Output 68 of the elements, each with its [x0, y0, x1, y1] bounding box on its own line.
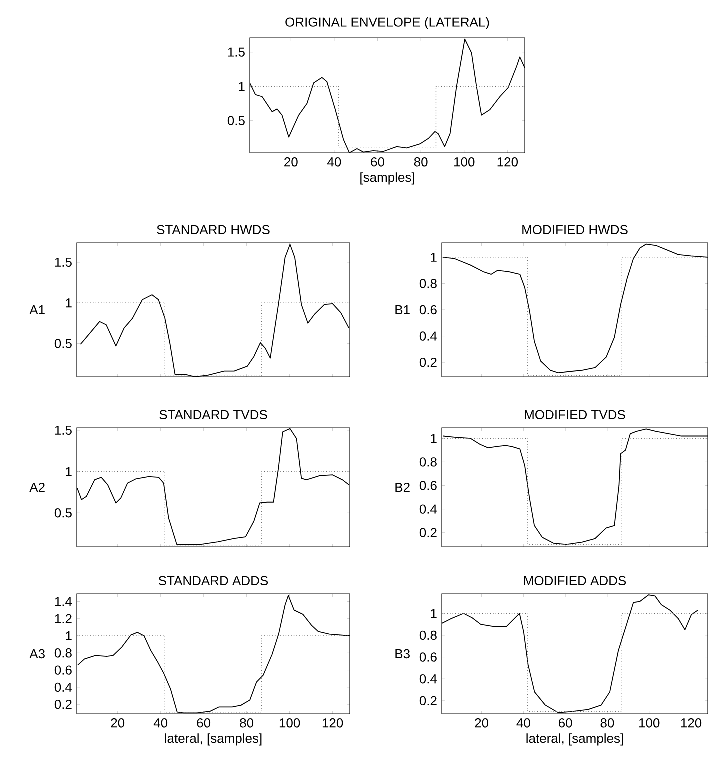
y-tick-label: 1 — [239, 82, 245, 92]
x-tick-label: 100 — [454, 158, 475, 167]
x-tick-label: 20 — [284, 158, 298, 167]
y-tick-label: 1 — [431, 252, 437, 262]
x-tick-label: 100 — [280, 718, 300, 728]
y-tick-label: 0.2 — [420, 528, 437, 538]
y-tick-label: 0.8 — [420, 279, 437, 288]
x-tick-label: 80 — [414, 158, 428, 167]
y-tick-label: 0.5 — [54, 508, 72, 518]
y-axis-title: B3 — [396, 649, 410, 659]
y-tick-label: 1 — [431, 609, 437, 618]
chart-title: MODIFIED ADDS — [524, 576, 626, 586]
y-axis-title: B1 — [396, 306, 410, 314]
x-tick-label: 40 — [154, 718, 168, 728]
y-axis-title: B2 — [396, 482, 410, 492]
x-tick-label: 80 — [240, 718, 254, 728]
y-tick-label: 0.5 — [228, 116, 245, 126]
line-series — [78, 595, 350, 714]
x-tick-label: 60 — [559, 718, 572, 728]
y-tick-label: 0.8 — [420, 630, 437, 640]
y-tick-label: 1 — [66, 632, 72, 640]
y-tick-label: 0.4 — [420, 332, 438, 341]
x-tick-label: 40 — [328, 158, 342, 167]
y-tick-label: 0.4 — [54, 682, 72, 692]
y-tick-label: 0.4 — [420, 674, 438, 684]
x-axis-title: [samples] — [360, 172, 414, 185]
y-tick-label: 0.2 — [54, 700, 72, 710]
y-tick-label: 0.4 — [420, 504, 438, 514]
x-tick-label: 80 — [600, 718, 614, 728]
y-tick-label: 1 — [431, 434, 437, 444]
chart-title: STANDARD ADDS — [158, 576, 268, 586]
line-series — [80, 244, 350, 378]
y-tick-label: 0.6 — [420, 305, 437, 315]
x-tick-label: 120 — [322, 718, 344, 728]
y-tick-label: 1.5 — [228, 48, 245, 57]
x-tick-label: 20 — [475, 718, 489, 728]
x-axis-title: lateral, [samples] — [165, 734, 262, 746]
y-tick-label: 1.4 — [55, 597, 72, 606]
y-tick-label: 0.2 — [420, 696, 437, 706]
y-tick-label: 0.2 — [420, 358, 437, 368]
chart-title: MODIFIED HWDS — [522, 225, 628, 234]
x-axis-title: lateral, [samples] — [526, 734, 624, 746]
chart-title: ORIGINAL ENVELOPE (LATERAL) — [286, 17, 490, 30]
y-tick-label: 1 — [66, 467, 72, 476]
chart-title: STANDARD TVDS — [160, 410, 268, 420]
y-tick-label: 0.6 — [420, 652, 437, 662]
x-tick-label: 20 — [111, 718, 125, 728]
y-tick-label: 1.5 — [55, 426, 72, 436]
chart-title: STANDARD HWDS — [157, 225, 270, 234]
y-tick-label: 0.5 — [54, 339, 72, 348]
y-axis-title: A3 — [30, 649, 45, 659]
y-tick-label: 0.6 — [420, 481, 437, 490]
y-tick-label: 1.5 — [55, 258, 72, 268]
y-tick-label: 1 — [66, 298, 72, 308]
y-axis-title: A1 — [30, 306, 45, 314]
x-tick-label: 120 — [681, 718, 702, 728]
y-tick-label: 1.2 — [55, 614, 72, 624]
y-tick-label: 0.8 — [54, 648, 72, 658]
y-axis-title: A2 — [30, 482, 45, 492]
x-tick-label: 40 — [516, 718, 530, 728]
y-tick-label: 0.6 — [54, 666, 72, 675]
line-series — [250, 38, 526, 154]
y-tick-label: 0.8 — [420, 458, 437, 467]
x-tick-label: 60 — [371, 158, 384, 167]
chart-title: MODIFIED TVDS — [525, 410, 626, 420]
x-tick-label: 100 — [640, 718, 660, 728]
x-tick-label: 120 — [498, 158, 518, 167]
x-tick-label: 60 — [197, 718, 211, 728]
